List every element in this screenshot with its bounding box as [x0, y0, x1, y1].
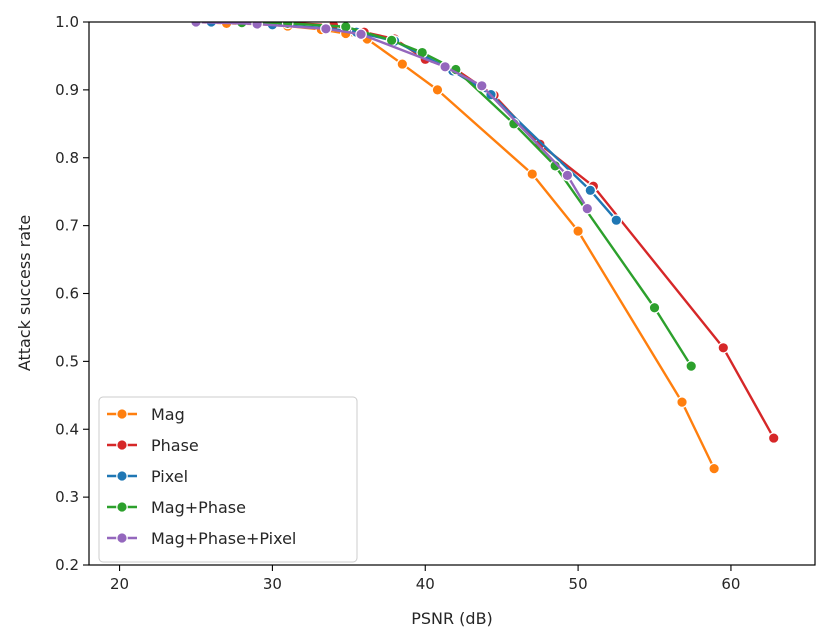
legend-box: [98, 396, 358, 563]
legend-label: Mag+Phase+Pixel: [151, 529, 296, 548]
y-tick-label: 0.3: [55, 488, 79, 506]
data-point: [561, 169, 574, 182]
data-point: [708, 462, 720, 475]
x-tick-label: 50: [569, 575, 588, 593]
data-point: [584, 184, 597, 197]
y-tick-label: 0.7: [55, 217, 79, 235]
legend-marker: [116, 470, 128, 482]
plot-area: [190, 22, 780, 475]
legend-marker: [116, 439, 128, 451]
data-point: [475, 80, 488, 92]
x-axis-label: PSNR (dB): [411, 609, 493, 628]
data-point: [572, 225, 584, 237]
legend-item: Pixel: [107, 467, 188, 486]
legend-marker: [116, 408, 128, 420]
data-point: [396, 58, 409, 70]
legend-label: Pixel: [151, 467, 188, 486]
series-4: [190, 22, 594, 215]
legend-item: Mag+Phase+Pixel: [107, 529, 296, 548]
legend-label: Mag: [151, 405, 185, 424]
x-tick-label: 40: [416, 575, 435, 593]
legend-label: Phase: [151, 436, 199, 455]
data-point: [676, 396, 688, 408]
legend-marker: [116, 501, 128, 513]
x-tick-label: 60: [721, 575, 740, 593]
data-point: [717, 341, 730, 354]
axis-ticks: 20 30 40 50 60 0.2 0.3 0.4 0.5 0.6 0.7 0.8 0.9 1.0: [55, 13, 816, 593]
data-point: [320, 22, 332, 35]
data-point: [190, 22, 202, 28]
y-tick-label: 0.4: [55, 420, 79, 438]
x-tick-label: 30: [263, 575, 282, 593]
legend-marker: [116, 532, 128, 544]
y-tick-label: 0.8: [55, 149, 79, 167]
y-axis-label: Attack success rate: [15, 215, 34, 371]
data-point: [549, 160, 561, 172]
series-line: [194, 22, 589, 210]
data-point: [526, 168, 539, 180]
y-tick-label: 0.2: [55, 556, 79, 574]
legend-item: Mag: [107, 405, 185, 424]
x-tick-label: 20: [110, 575, 129, 593]
data-point: [648, 301, 661, 314]
legend-label: Mag+Phase: [151, 498, 246, 517]
legend-item: Mag+Phase: [107, 498, 246, 517]
data-point: [581, 202, 594, 215]
data-point: [251, 22, 263, 30]
data-point: [610, 214, 623, 226]
data-point: [439, 61, 451, 73]
data-point: [431, 84, 444, 96]
y-tick-label: 1.0: [55, 13, 79, 31]
data-point: [685, 360, 697, 372]
data-point: [767, 432, 780, 444]
y-tick-label: 0.6: [55, 285, 79, 303]
y-tick-label: 0.9: [55, 81, 79, 99]
y-tick-label: 0.5: [55, 352, 79, 370]
data-point: [355, 28, 367, 41]
legend: Mag Phase Pixel Mag+Phase Mag+Phase+Pixel: [98, 396, 358, 563]
legend-item: Phase: [107, 436, 199, 455]
